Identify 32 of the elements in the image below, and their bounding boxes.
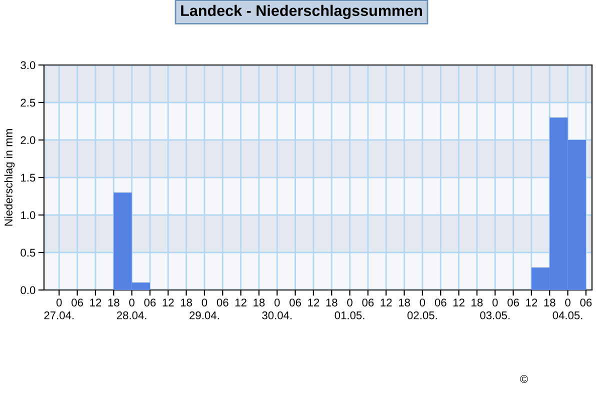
x-tick-label: 06: [144, 298, 156, 306]
x-tick-label: 12: [453, 298, 464, 306]
x-tick-label: 06: [216, 298, 228, 306]
x-tick-label: 06: [434, 298, 446, 306]
x-tick-label: 18: [108, 298, 120, 306]
x-tick-label: 12: [90, 298, 102, 306]
x-tick-label: 18: [472, 298, 483, 306]
y-tick-label: 2.5: [20, 98, 36, 107]
x-tick-label: 06: [290, 298, 301, 306]
x-tick-label: 18: [180, 298, 192, 306]
chart-title: Landeck - Niederschlagssummen: [181, 4, 422, 20]
y-tick-label: 1.0: [21, 211, 36, 220]
x-tick-label: 12: [308, 298, 320, 306]
x-tick-label: 12: [235, 298, 246, 306]
x-tick-label: 12: [526, 298, 538, 306]
x-tick-label: 18: [398, 298, 410, 306]
x-tick-label: 06: [362, 298, 374, 306]
x-tick-label: 12: [162, 298, 174, 306]
text: ©: [520, 375, 528, 383]
x-tick-label: 18: [326, 298, 338, 306]
x-tick-label: 18: [544, 298, 556, 306]
y-tick-label: 0.5: [20, 248, 36, 257]
x-tick-label: 06: [72, 298, 83, 306]
y-tick-label: 1.5: [21, 174, 36, 182]
y-axis-title: Niederschlag in mm: [4, 129, 15, 226]
y-tick-label: 0.0: [20, 286, 36, 294]
x-tick-label: 12: [380, 298, 392, 306]
x-tick-label: 06: [580, 298, 592, 306]
x-tick-label: 06: [508, 298, 519, 306]
x-tick-label: 18: [254, 298, 265, 306]
y-tick-label: 2.0: [20, 136, 36, 144]
y-tick-label: 3.0: [20, 61, 36, 70]
